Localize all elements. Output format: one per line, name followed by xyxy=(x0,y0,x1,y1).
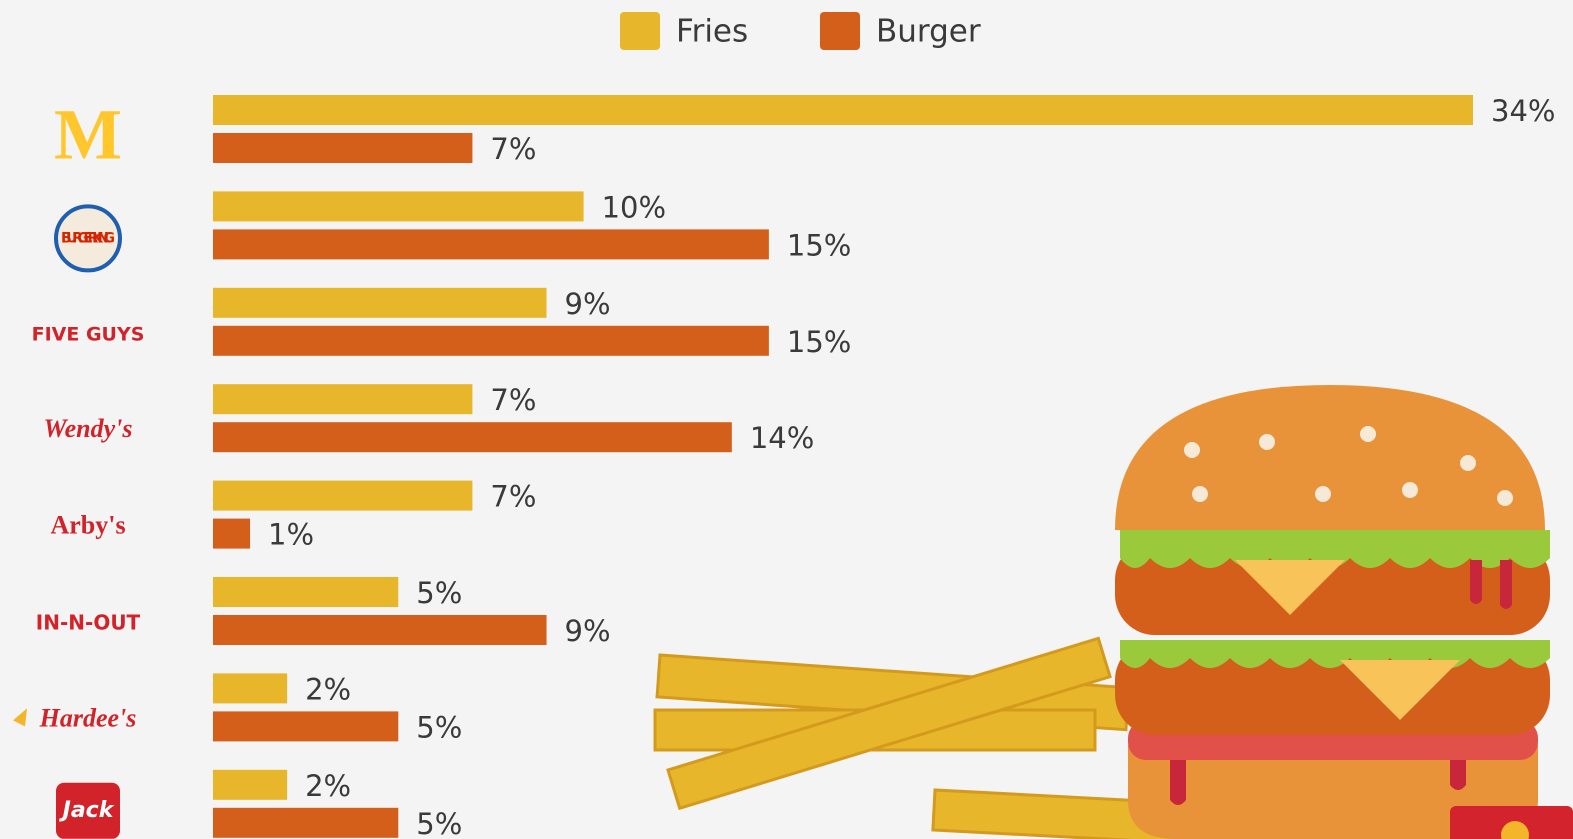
sesame xyxy=(1460,455,1476,471)
value-label: 2% xyxy=(305,672,351,706)
sesame xyxy=(1259,434,1275,450)
value-label: 5% xyxy=(416,576,462,610)
logo-star xyxy=(13,708,27,727)
value-label: 1% xyxy=(268,518,314,552)
top-bun xyxy=(1115,385,1545,530)
bar xyxy=(213,615,547,645)
value-label: 14% xyxy=(750,421,814,455)
bar xyxy=(213,229,769,260)
sesame xyxy=(1497,490,1513,506)
legend-swatch xyxy=(820,12,860,50)
category-logo: Jack xyxy=(59,798,115,823)
category-logo: Hardee's xyxy=(39,703,137,732)
sesame xyxy=(1184,442,1200,458)
bar xyxy=(213,191,584,222)
legend-label: Fries xyxy=(676,14,748,50)
cheese xyxy=(1235,560,1345,615)
bar xyxy=(213,711,399,742)
fry xyxy=(666,636,1112,811)
value-label: 7% xyxy=(490,480,536,514)
badge-icon xyxy=(1501,821,1529,839)
legend-swatch xyxy=(620,12,660,50)
value-label: 7% xyxy=(490,383,536,417)
sesame xyxy=(1360,426,1376,442)
value-label: 5% xyxy=(416,710,462,744)
bar xyxy=(213,95,1473,125)
lettuce xyxy=(1120,530,1550,568)
value-label: 9% xyxy=(565,614,611,648)
logo-badge xyxy=(54,204,122,273)
bar xyxy=(213,769,288,800)
sesame xyxy=(1192,486,1208,502)
bar xyxy=(213,518,251,549)
category-logo: Arby's xyxy=(50,511,125,540)
category-logo: FIVE GUYS xyxy=(32,323,145,345)
sauce xyxy=(1470,560,1512,609)
category-logo: Wendy's xyxy=(43,414,132,443)
bottom-bun xyxy=(1128,745,1538,839)
bar xyxy=(213,287,547,318)
bar xyxy=(213,133,473,163)
value-label: 7% xyxy=(490,132,536,166)
value-label: 10% xyxy=(602,190,666,224)
bar xyxy=(213,325,769,356)
logo-badge xyxy=(56,782,120,839)
value-label: 9% xyxy=(565,287,611,321)
cheese xyxy=(1340,660,1460,720)
value-label: 34% xyxy=(1491,94,1555,128)
bar xyxy=(213,577,399,607)
bar xyxy=(213,807,399,838)
sesame xyxy=(1402,482,1418,498)
sesame xyxy=(1315,486,1331,502)
value-label: 15% xyxy=(787,228,851,262)
bar xyxy=(213,384,473,415)
value-label: 15% xyxy=(787,325,851,359)
legend-label: Burger xyxy=(876,14,981,50)
value-label: 5% xyxy=(416,807,462,839)
category-logo: M xyxy=(54,95,122,175)
category-logo: BURGER KING xyxy=(61,230,115,246)
burger-fries-illustration xyxy=(653,385,1573,839)
value-label: 2% xyxy=(305,769,351,803)
bar xyxy=(213,480,473,511)
category-logo: IN-N-OUT xyxy=(36,611,141,635)
bar xyxy=(213,673,288,704)
bar xyxy=(213,422,732,453)
